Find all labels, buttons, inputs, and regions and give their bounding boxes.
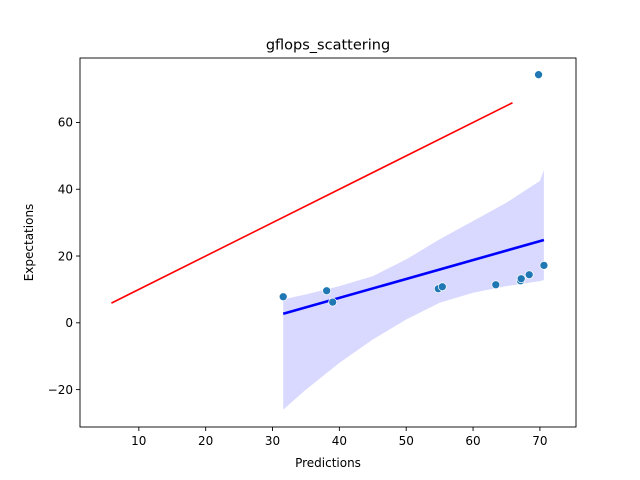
x-tick-label: 40: [332, 434, 347, 448]
y-axis-label: Expectations: [22, 204, 36, 282]
y-tick-label: 20: [58, 249, 73, 263]
confidence-band: [283, 169, 544, 410]
x-axis-label: Predictions: [295, 456, 361, 470]
x-tick-label: 10: [131, 434, 146, 448]
x-tick-label: 70: [532, 434, 547, 448]
data-point: [437, 282, 447, 292]
x-tick-label: 20: [198, 434, 213, 448]
data-point: [322, 286, 332, 296]
y-tick-label: 60: [58, 116, 73, 130]
reference-line: [111, 102, 513, 304]
y-tick-label: 40: [58, 183, 73, 197]
data-point: [539, 261, 549, 270]
plot-frame: [79, 57, 577, 428]
data-point: [516, 274, 526, 284]
data-point: [328, 297, 338, 307]
data-point: [278, 292, 288, 302]
x-tick-label: 60: [465, 434, 480, 448]
data-point: [534, 70, 543, 80]
x-tick-label: 50: [399, 434, 414, 448]
line-layer: [111, 102, 545, 316]
data-point: [524, 270, 534, 280]
y-tick-label: −20: [48, 383, 73, 397]
confidence-band-layer: [283, 169, 544, 410]
y-tick-label: 0: [65, 316, 73, 330]
data-point: [491, 280, 501, 290]
point-layer: [278, 70, 549, 307]
x-axis-ticks: 10 20 30 40 50 60 70: [131, 427, 548, 448]
chart-title: gflops_scattering: [266, 38, 390, 54]
x-tick-label: 30: [265, 434, 280, 448]
y-axis-ticks: −20 0 20 40 60: [48, 116, 80, 397]
regression-line: [282, 238, 545, 316]
